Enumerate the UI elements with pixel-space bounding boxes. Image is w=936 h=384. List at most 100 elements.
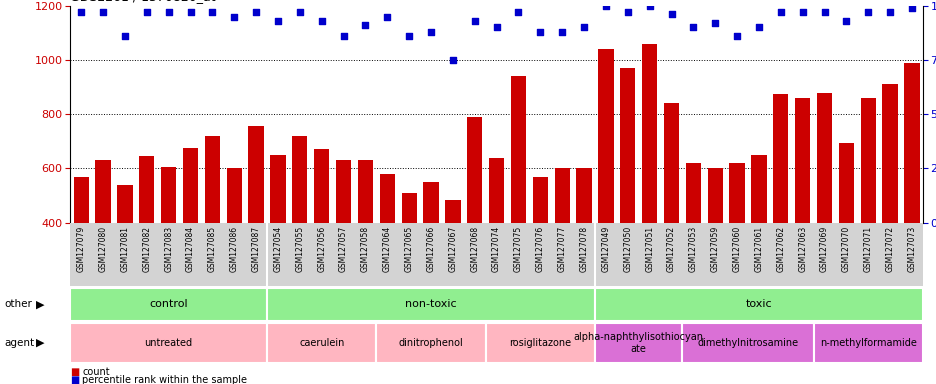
Point (74, 9, 89, 15)
Point (685, 25, 700, 31)
Text: GSM127065: GSM127065 (404, 226, 413, 272)
Text: GSM127087: GSM127087 (252, 226, 260, 272)
Text: GSM127056: GSM127056 (317, 226, 326, 272)
Bar (292, 136, 307, 331)
Bar (772, 94, 787, 331)
Point (664, 12, 679, 18)
Text: GSM127072: GSM127072 (885, 226, 894, 272)
Point (598, 3, 613, 9)
Text: agent: agent (5, 338, 35, 348)
Bar (576, 169, 591, 331)
Point (467, 18, 482, 24)
Point (183, 9, 197, 15)
Text: non-toxic: non-toxic (404, 299, 457, 310)
Bar (161, 167, 176, 331)
Bar (532, 177, 548, 331)
Bar (70, 288, 267, 321)
Text: GSM127071: GSM127071 (863, 226, 871, 272)
Bar (423, 182, 438, 331)
Text: alpha-naphthylisothiocyan
ate: alpha-naphthylisothiocyan ate (573, 332, 703, 354)
Point (816, 9, 831, 15)
Text: GSM127063: GSM127063 (797, 226, 806, 272)
Text: GSM127052: GSM127052 (666, 226, 675, 272)
Text: GSM127061: GSM127061 (753, 226, 763, 272)
Text: GSM127069: GSM127069 (819, 226, 828, 272)
Point (838, 18, 853, 24)
Bar (445, 200, 460, 331)
Bar (510, 76, 525, 331)
Text: GSM127075: GSM127075 (514, 226, 522, 272)
Bar (270, 155, 285, 331)
Point (510, 9, 525, 15)
Text: GSM127051: GSM127051 (645, 226, 653, 272)
Point (314, 18, 329, 24)
Point (620, 9, 635, 15)
Text: caerulein: caerulein (299, 338, 344, 348)
Bar (681, 323, 812, 363)
Text: GSM127055: GSM127055 (295, 226, 304, 272)
Bar (728, 163, 744, 331)
Bar (707, 169, 722, 331)
Text: GSM127057: GSM127057 (339, 226, 347, 272)
Point (751, 25, 766, 31)
Bar (903, 63, 919, 331)
Text: GSM127070: GSM127070 (841, 226, 850, 272)
Point (227, 13, 241, 20)
Point (707, 20, 722, 26)
Bar (335, 161, 351, 331)
Bar (594, 288, 922, 321)
Bar (379, 174, 394, 331)
Text: ■: ■ (70, 375, 80, 384)
Point (554, 29, 569, 35)
Point (161, 9, 176, 15)
Bar (401, 193, 417, 331)
Text: GSM127083: GSM127083 (164, 226, 173, 272)
Text: GSM127060: GSM127060 (732, 226, 740, 272)
Point (903, 5, 918, 11)
Text: ▶: ▶ (36, 338, 44, 348)
Bar (267, 288, 594, 321)
Bar (641, 44, 656, 331)
Text: GSM127053: GSM127053 (688, 226, 697, 272)
Bar (838, 143, 853, 331)
Text: GSM127080: GSM127080 (98, 226, 108, 272)
Bar (95, 161, 110, 331)
Bar (117, 185, 133, 331)
Text: GSM127054: GSM127054 (273, 226, 282, 272)
Text: count: count (82, 367, 110, 377)
Point (402, 33, 417, 39)
Point (336, 33, 351, 39)
Text: ■: ■ (70, 367, 80, 377)
Text: GSM127066: GSM127066 (426, 226, 435, 272)
Text: GDS2261 / 1370820_at: GDS2261 / 1370820_at (70, 0, 215, 3)
Bar (466, 117, 482, 331)
Point (795, 9, 810, 15)
Bar (663, 103, 679, 331)
Text: GSM127084: GSM127084 (186, 226, 195, 272)
Text: GSM127076: GSM127076 (535, 226, 544, 272)
Text: GSM127086: GSM127086 (229, 226, 239, 272)
Text: rosiglitazone: rosiglitazone (509, 338, 571, 348)
Text: GSM127058: GSM127058 (360, 226, 370, 272)
Point (729, 33, 744, 39)
Text: GSM127064: GSM127064 (383, 226, 391, 272)
Point (423, 29, 438, 35)
Bar (358, 161, 373, 331)
Bar (620, 68, 635, 331)
Point (95, 9, 110, 15)
Bar (183, 148, 198, 331)
Text: GSM127081: GSM127081 (121, 226, 129, 272)
Bar (139, 156, 154, 331)
Bar (816, 93, 831, 331)
Point (772, 9, 787, 15)
Point (205, 9, 220, 15)
Point (489, 25, 504, 31)
Point (271, 18, 285, 24)
Bar (314, 149, 329, 331)
Bar (554, 169, 569, 331)
Text: GSM127077: GSM127077 (557, 226, 566, 272)
Point (248, 9, 263, 15)
Point (445, 57, 460, 63)
Bar (267, 323, 376, 363)
Text: GSM127068: GSM127068 (470, 226, 478, 272)
